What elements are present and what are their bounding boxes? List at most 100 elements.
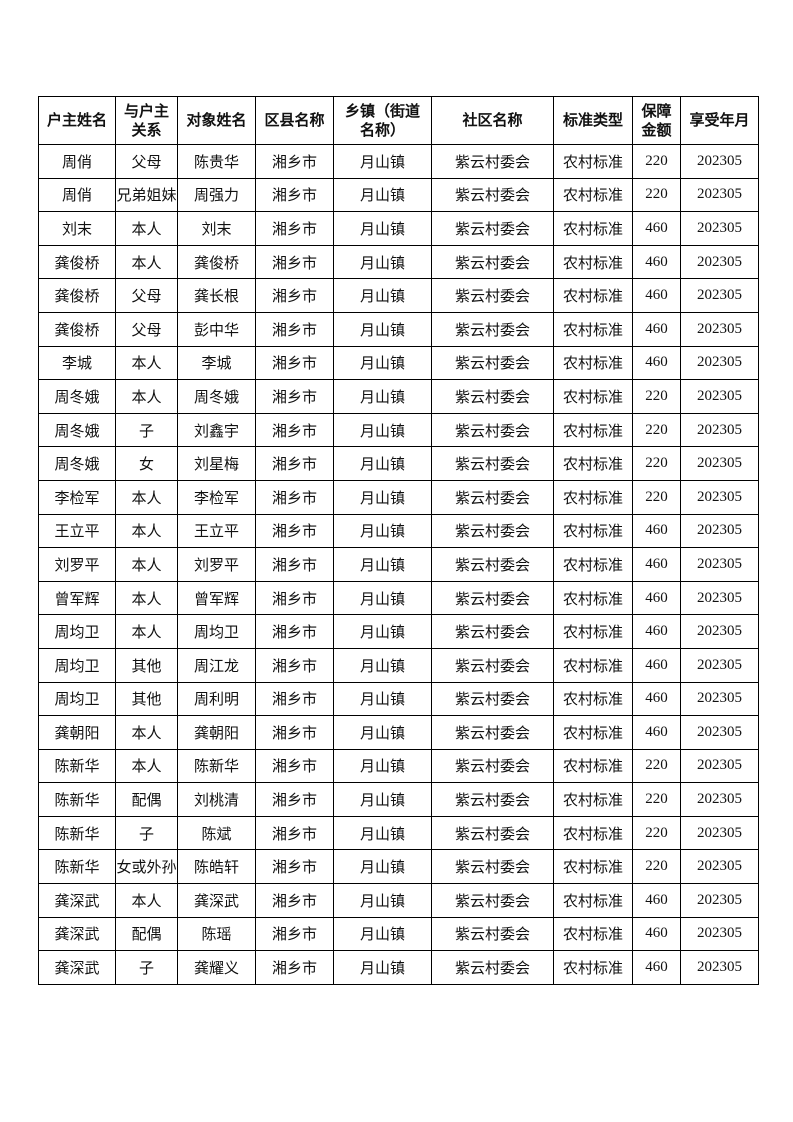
table-cell: 月山镇 [333, 244, 432, 280]
cell-text: 202305 [697, 623, 742, 640]
cell-text: 龚朝阳 [54, 725, 100, 742]
cell-text: 月山镇 [359, 289, 405, 306]
cell-text: 月山镇 [359, 154, 405, 171]
table-cell: 202305 [680, 547, 759, 582]
cell-text: 周利明 [193, 692, 239, 709]
table-cell: 龚俊桥 [38, 311, 116, 347]
cell-text: 460 [645, 253, 668, 270]
table-cell: 月山镇 [333, 177, 432, 213]
cell-text: 李检军 [54, 490, 100, 507]
cell-text: 月山镇 [359, 692, 405, 709]
cell-text: 202305 [697, 387, 742, 404]
cell-text: 本人 [131, 221, 162, 238]
table-cell: 本人 [115, 345, 178, 381]
cell-text: 紫云村委会 [454, 826, 530, 843]
table-cell: 月山镇 [333, 144, 432, 179]
header-cell: 保障 金额 [632, 96, 681, 145]
cell-text: 紫云村委会 [454, 289, 530, 306]
cell-text: 农村标准 [562, 793, 623, 810]
table-cell: 子 [115, 950, 178, 985]
header-cell: 与户主 关系 [115, 96, 178, 145]
table-cell: 湘乡市 [255, 446, 334, 481]
table-cell: 月山镇 [333, 446, 432, 481]
cell-text: 农村标准 [562, 423, 623, 440]
table-cell: 父母 [115, 278, 178, 313]
table-cell: 湘乡市 [255, 144, 334, 179]
table-cell: 龚耀义 [177, 950, 256, 985]
cell-text: 紫云村委会 [454, 524, 530, 541]
cell-text: 湘乡市 [271, 322, 317, 339]
table-cell: 紫云村委会 [431, 916, 554, 952]
table-cell: 月山镇 [333, 916, 432, 952]
cell-text: 紫云村委会 [454, 356, 530, 373]
cell-text: 紫云村委会 [454, 221, 530, 238]
cell-text: 农村标准 [562, 356, 623, 373]
cell-text: 202305 [697, 522, 742, 539]
table-cell: 本人 [115, 513, 178, 549]
table-cell: 220 [632, 177, 681, 213]
table-cell: 周冬娥 [38, 379, 116, 414]
table-cell: 农村标准 [553, 345, 633, 381]
cell-text: 紫云村委会 [454, 255, 530, 272]
table-cell: 460 [632, 345, 681, 381]
table-cell: 460 [632, 311, 681, 347]
table-cell: 月山镇 [333, 278, 432, 313]
cell-text: 龚俊桥 [54, 322, 100, 339]
table-cell: 紫云村委会 [431, 748, 554, 784]
table-cell: 202305 [680, 849, 759, 885]
table-row: 曾军辉 本人 曾军辉 湘乡市 月山镇 紫云村委会 农村标准 460 202305 [38, 580, 759, 616]
cell-text: 农村标准 [562, 221, 623, 238]
cell-text: 460 [645, 959, 668, 976]
table-cell: 460 [632, 916, 681, 952]
table-cell: 202305 [680, 815, 759, 851]
cell-text: 紫云村委会 [454, 591, 530, 608]
table-cell: 周冬娥 [38, 446, 116, 481]
table-row: 龚深武 子 龚耀义 湘乡市 月山镇 紫云村委会 农村标准 460 202305 [38, 950, 759, 985]
table-row: 周均卫 本人 周均卫 湘乡市 月山镇 紫云村委会 农村标准 460 202305 [38, 614, 759, 649]
cell-text: 农村标准 [562, 457, 623, 474]
table-cell: 220 [632, 144, 681, 179]
cell-text: 460 [645, 555, 668, 572]
table-cell: 紫云村委会 [431, 446, 554, 481]
cell-text: 月山镇 [359, 927, 405, 944]
cell-text: 湘乡市 [271, 221, 317, 238]
cell-text: 月山镇 [359, 524, 405, 541]
header-cell: 户主姓名 [38, 96, 116, 145]
table-cell: 202305 [680, 379, 759, 414]
cell-text: 202305 [697, 320, 742, 337]
cell-text: 460 [645, 589, 668, 606]
table-cell: 农村标准 [553, 513, 633, 549]
table-cell: 刘末 [38, 211, 116, 246]
table-cell: 湘乡市 [255, 244, 334, 280]
table-cell: 龚俊桥 [38, 244, 116, 280]
table-cell: 农村标准 [553, 278, 633, 313]
table-cell: 202305 [680, 647, 759, 683]
cell-text: 紫云村委会 [454, 557, 530, 574]
cell-text: 李检军 [193, 490, 239, 507]
table-cell: 龚朝阳 [38, 715, 116, 750]
cell-text: 202305 [697, 589, 742, 606]
cell-text: 本人 [131, 725, 162, 742]
cell-text: 湘乡市 [271, 961, 317, 978]
table-cell: 刘罗平 [38, 547, 116, 582]
table-row: 周冬娥 女 刘星梅 湘乡市 月山镇 紫云村委会 农村标准 220 202305 [38, 446, 759, 481]
cell-text: 紫云村委会 [454, 423, 530, 440]
table-cell: 本人 [115, 211, 178, 246]
header-cell: 对象姓名 [177, 96, 256, 145]
cell-text: 兄弟姐妹 [116, 188, 177, 205]
table-cell: 农村标准 [553, 815, 633, 851]
table-cell: 月山镇 [333, 681, 432, 717]
table-cell: 陈新华 [38, 849, 116, 885]
table-cell: 龚深武 [38, 883, 116, 918]
cell-text: 周俏 [61, 188, 92, 205]
table-cell: 农村标准 [553, 782, 633, 817]
table-cell: 紫云村委会 [431, 144, 554, 179]
table-cell: 本人 [115, 580, 178, 616]
cell-text: 陈新华 [54, 860, 100, 877]
table-cell: 本人 [115, 244, 178, 280]
cell-text: 农村标准 [562, 490, 623, 507]
cell-text: 本人 [131, 255, 162, 272]
table-cell: 龚长根 [177, 278, 256, 313]
table-cell: 202305 [680, 950, 759, 985]
table-cell: 202305 [680, 479, 759, 515]
